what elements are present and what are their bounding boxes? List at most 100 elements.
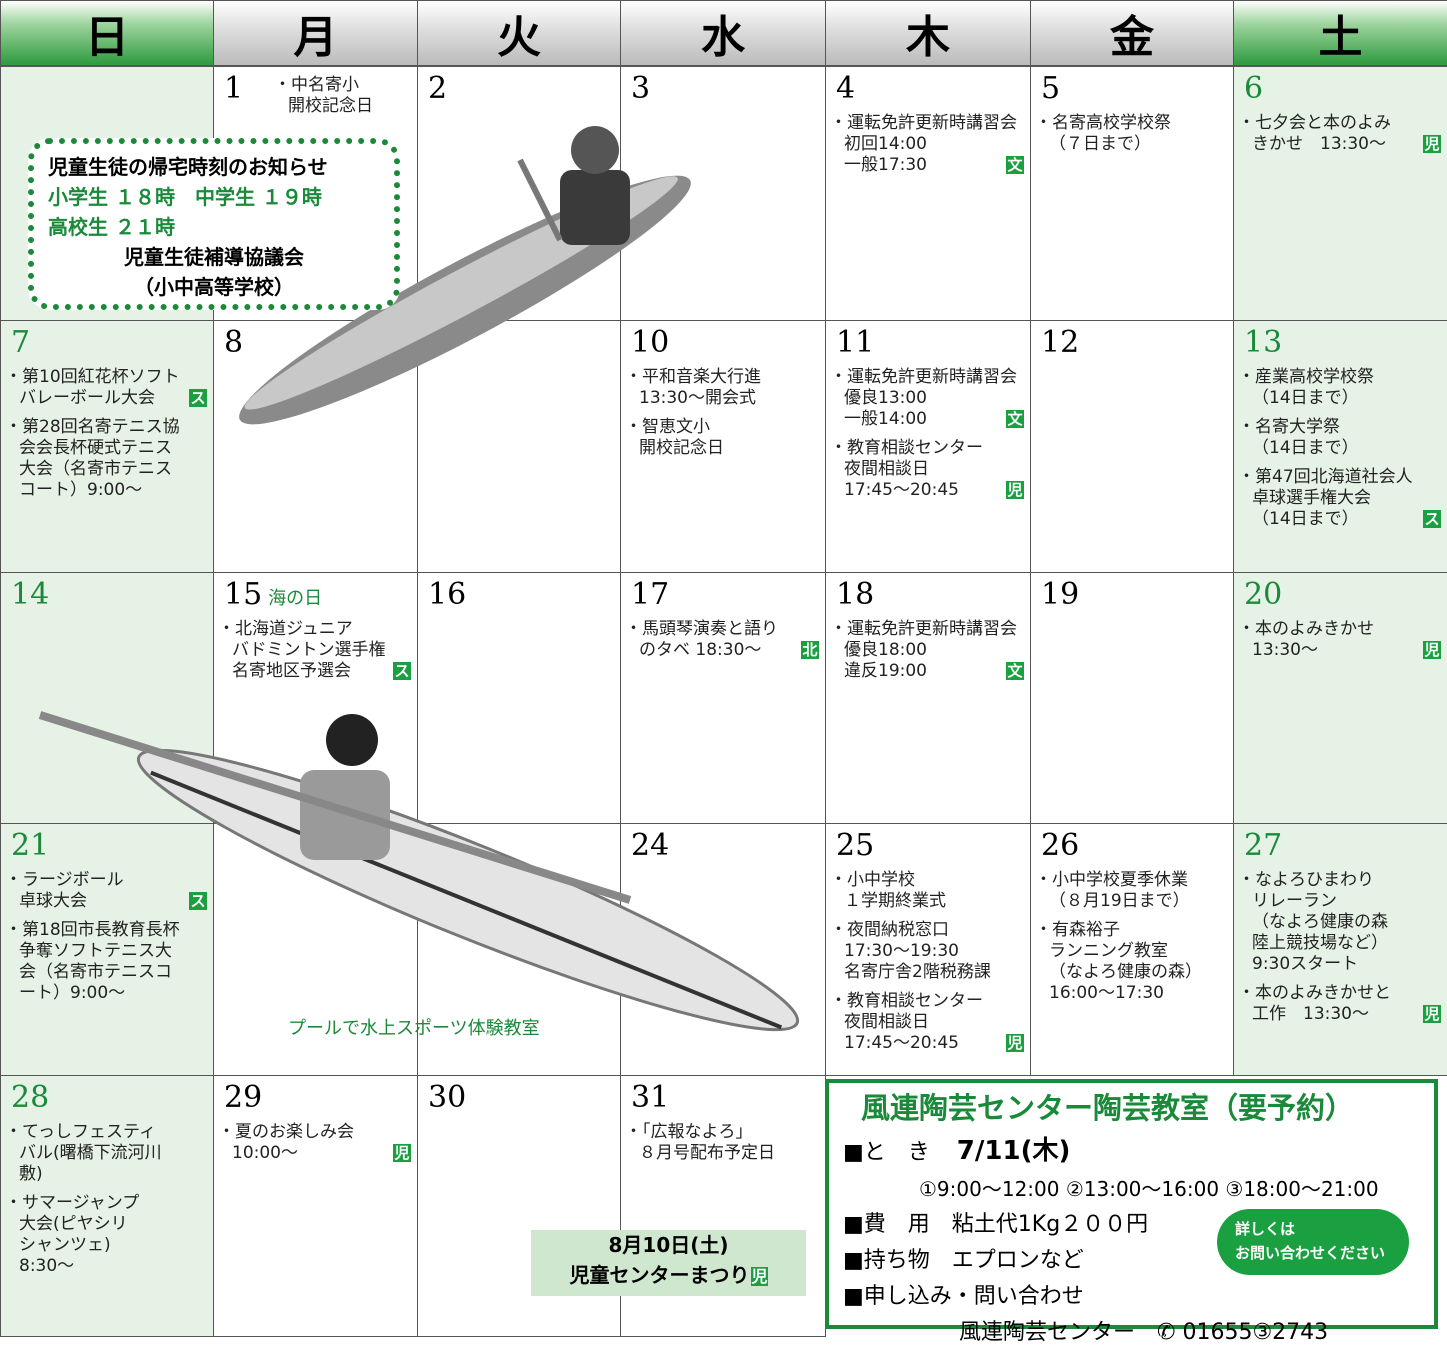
- day-number-text: 3: [631, 71, 651, 106]
- event-line: ・第47回北海道社会人: [1238, 467, 1413, 487]
- day-number: 4: [836, 71, 855, 106]
- event-line: ・産業高校学校祭: [1238, 367, 1374, 387]
- day-cell: 24: [620, 823, 826, 1076]
- tag: ス: [189, 389, 207, 407]
- day-number: 31: [631, 1080, 669, 1115]
- event: ・七夕会と本のよみ きかせ 13:30～ 児: [1238, 113, 1441, 155]
- notice-line: 小学生 １８時 中学生 １９時: [48, 185, 322, 209]
- tag: ス: [189, 892, 207, 910]
- day-cell: 17 ・馬頭琴演奏と語り のタベ 18:30～ 北: [620, 572, 826, 824]
- day-number-text: 21: [11, 828, 50, 863]
- day-number-text: 6: [1244, 71, 1264, 106]
- day-cell: 15 海の日 ・北海道ジュニア バドミントン選手権 名寄地区予選会 ス: [213, 572, 418, 824]
- day-number: 8: [224, 325, 243, 360]
- day-number: 21: [11, 828, 49, 863]
- button-text: 詳しくは: [1235, 1220, 1296, 1238]
- event: ・小中学校夏季休業 （８月19日まで）: [1035, 870, 1227, 912]
- day-cell: 18 ・運転免許更新時講習会 優良18:00 違反19:00 文: [825, 572, 1031, 824]
- event: ・名寄大学祭 （14日まで）: [1238, 417, 1441, 459]
- day-number-text: 8: [224, 325, 244, 360]
- event-line: ・名寄大学祭: [1238, 417, 1340, 437]
- info-button[interactable]: 詳しくは お問い合わせください: [1217, 1209, 1409, 1275]
- event-line: ・平和音楽大行進: [625, 367, 761, 387]
- event-line: コート）9:00～: [19, 480, 143, 500]
- day-number: 3: [631, 71, 650, 106]
- event-line: 一般17:30: [844, 155, 927, 175]
- day-cell: 16: [417, 572, 621, 824]
- event-line: １学期終業式: [844, 891, 946, 911]
- day-number: 27: [1244, 828, 1282, 863]
- event: ・「広報なよろ」 ８月号配布予定日: [625, 1122, 819, 1164]
- day-number: 1: [224, 71, 243, 106]
- day-number: 24: [631, 828, 669, 863]
- day-number-text: 1: [224, 71, 244, 106]
- day-cell: 13 ・産業高校学校祭 （14日まで） ・名寄大学祭 （14日まで） ・第47回北海道社会…: [1233, 320, 1447, 573]
- day-number: 28: [11, 1080, 49, 1115]
- event: ・本のよみきかせと 工作 13:30～ 児: [1238, 983, 1441, 1025]
- festival-name: 児童センターまつり: [569, 1263, 750, 1287]
- event-line: （14日まで）: [1252, 509, 1359, 529]
- event: ・運転免許更新時講習会 初回14:00 一般17:30 文: [830, 113, 1024, 176]
- day-cell: 6 ・七夕会と本のよみ きかせ 13:30～ 児: [1233, 66, 1447, 321]
- tag: 文: [1006, 156, 1024, 174]
- event-line: ・運転免許更新時講習会: [830, 367, 1017, 387]
- day-number-text: 18: [836, 577, 875, 612]
- day-number-text: 7: [11, 325, 31, 360]
- event-line: 9:30スタート: [1252, 954, 1359, 974]
- day-number-text: 10: [631, 325, 670, 360]
- event-line: ランニング教室: [1049, 941, 1168, 961]
- event-line: 卓球大会: [19, 891, 87, 911]
- event-line: バドミントン選手権: [232, 640, 386, 660]
- day-number-text: 4: [836, 71, 856, 106]
- day-cell: 7 ・第10回紅花杯ソフト バレーボール大会 ス・第28回名寄テニス協 会会長杯硬式テニ…: [0, 320, 214, 573]
- items: ■持ち物 エプロンなど: [843, 1248, 1084, 1273]
- event-line: ・第28回名寄テニス協: [5, 417, 180, 437]
- day-number-text: 15: [224, 577, 263, 612]
- event-line: ・運転免許更新時講習会: [830, 619, 1017, 639]
- event-line: 10:00～: [232, 1143, 298, 1163]
- label: ■と き: [843, 1140, 930, 1165]
- event: ・平和音楽大行進 13:30～開会式: [625, 367, 819, 409]
- event-line: ・小中学校: [830, 870, 915, 890]
- day-number: 25: [836, 828, 874, 863]
- event-line: ・てっしフェスティ: [5, 1122, 156, 1142]
- event-line: ・夜間納税窓口: [830, 920, 949, 940]
- event: ・教育相談センター 夜間相談日 17:45～20:45 児: [830, 438, 1024, 501]
- day-cell: 10 ・平和音楽大行進 13:30～開会式 ・智恵文小 開校記念日: [620, 320, 826, 573]
- day-cell: 29 ・夏のお楽しみ会 10:00～ 児: [213, 1075, 418, 1337]
- event-line: ・運転免許更新時講習会: [830, 113, 1017, 133]
- day-number-text: 25: [836, 828, 875, 863]
- event-line: 17:45～20:45: [844, 1033, 959, 1053]
- event-line: ・教育相談センター: [830, 438, 983, 458]
- event-line: ・有森裕子: [1035, 920, 1120, 940]
- day-cell: 2: [417, 66, 621, 321]
- event-line: 陸上競技場など）: [1252, 933, 1388, 953]
- tag: 児: [1423, 1005, 1441, 1023]
- day-number-text: 11: [836, 325, 875, 360]
- event-line: ・サマージャンプ: [5, 1193, 140, 1213]
- event-line: ・第10回紅花杯ソフト: [5, 367, 180, 387]
- event-line: （７日まで）: [1049, 134, 1151, 154]
- event: ・第18回市長教育長杯 争奪ソフトテニス大 会（名寄市テニスコ ート）9:00～: [5, 920, 207, 1004]
- day-cell: 12: [1030, 320, 1234, 573]
- event-line: 初回14:00: [844, 134, 927, 154]
- tag: 児: [1006, 481, 1024, 499]
- event-line: ・小中学校夏季休業: [1035, 870, 1188, 890]
- day-number: 14: [11, 577, 49, 612]
- event-line: 一般14:00: [844, 409, 927, 429]
- pottery-title: 風連陶芸センター陶芸教室（要予約）: [861, 1091, 1355, 1125]
- event-line: ・本のよみきかせと: [1238, 983, 1391, 1003]
- event-line: 夜間相談日: [844, 1012, 929, 1032]
- event-line: ・馬頭琴演奏と語り: [625, 619, 778, 639]
- event-line: （14日まで）: [1252, 388, 1359, 408]
- day-number-text: 14: [11, 577, 50, 612]
- day-number-text: 2: [428, 71, 448, 106]
- notice-title: 児童生徒の帰宅時刻のお知らせ: [48, 155, 328, 179]
- day-number: 16: [428, 577, 466, 612]
- event-line: のタベ 18:30～: [639, 640, 762, 660]
- event-line: 夜間相談日: [844, 459, 929, 479]
- event: ・てっしフェスティ バル(曙橋下流河川 敷): [5, 1122, 207, 1185]
- event-line: ・夏のお楽しみ会: [218, 1122, 354, 1142]
- event-line: バレーボール大会: [19, 388, 155, 408]
